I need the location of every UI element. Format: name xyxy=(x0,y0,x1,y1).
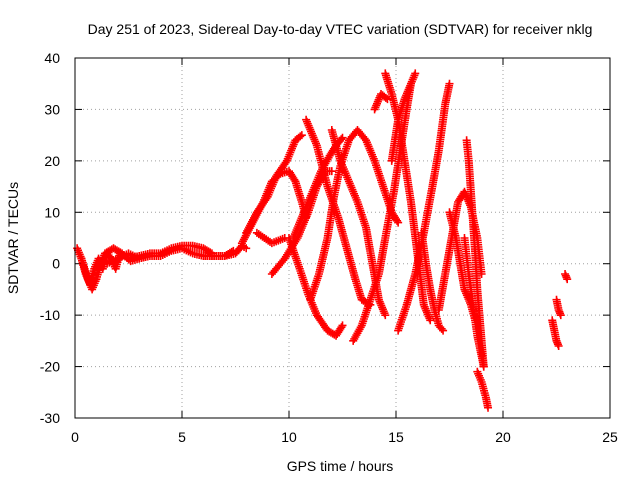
series-arc-19 xyxy=(417,228,448,335)
series-arc-4 xyxy=(199,246,238,260)
y-tick-label: 10 xyxy=(44,204,60,220)
data-point xyxy=(554,342,563,350)
data-point xyxy=(242,244,251,253)
data-point xyxy=(484,403,493,412)
y-axis-title: SDTVAR / TECUs xyxy=(5,182,21,294)
axis-ticks: 0 5 10 15 20 25 -30 -20 -10 0 10 20 30 40 xyxy=(40,50,618,445)
data-point xyxy=(337,135,346,144)
x-tick-label: 20 xyxy=(495,429,511,445)
data-point xyxy=(327,167,336,176)
data-point xyxy=(227,247,236,256)
data-point xyxy=(296,132,305,141)
data-point xyxy=(338,133,347,142)
data-point xyxy=(563,275,572,284)
y-tick-label: -20 xyxy=(40,359,60,375)
y-tick-label: 40 xyxy=(44,50,60,66)
series-arc-6 xyxy=(237,167,311,248)
x-tick-label: 15 xyxy=(388,429,404,445)
series-arc-25 xyxy=(548,316,563,350)
data-point xyxy=(383,95,392,104)
series-arc-18 xyxy=(394,79,454,335)
x-tick-label: 10 xyxy=(281,429,297,445)
data-point xyxy=(381,93,390,102)
data-point xyxy=(338,321,347,330)
data-point xyxy=(229,246,238,255)
y-tick-label: 30 xyxy=(44,101,60,117)
y-tick-label: 0 xyxy=(52,256,60,272)
series-arc-15 xyxy=(370,90,392,114)
series-arc-12 xyxy=(285,234,347,340)
series-arc-17 xyxy=(387,69,420,165)
plot-frame xyxy=(74,57,611,419)
series-arc-13 xyxy=(327,126,390,320)
data-point xyxy=(381,311,390,320)
data-point xyxy=(393,216,402,225)
y-tick-label: -10 xyxy=(40,307,60,323)
y-tick-label: 20 xyxy=(44,153,60,169)
y-tick-label: -30 xyxy=(40,410,60,426)
series-arc-27 xyxy=(561,270,572,284)
x-tick-label: 25 xyxy=(602,429,618,445)
series-arc-8 xyxy=(252,228,289,248)
data-point xyxy=(290,175,299,184)
data-point xyxy=(426,316,435,325)
data-point xyxy=(556,311,565,320)
data-point xyxy=(394,218,403,227)
x-tick-label: 0 xyxy=(71,429,79,445)
data-point xyxy=(439,326,448,335)
data-point xyxy=(297,131,306,140)
chart-title: Day 251 of 2023, Sidereal Day-to-day VTE… xyxy=(88,21,593,37)
data-point xyxy=(437,324,446,333)
x-tick-label: 5 xyxy=(178,429,186,445)
series-arc-23 xyxy=(460,234,488,371)
data-point xyxy=(337,323,346,332)
data-point xyxy=(445,79,454,88)
series-arc-24 xyxy=(473,367,493,412)
series-arc-26 xyxy=(552,295,565,320)
series-arc-11 xyxy=(302,115,375,309)
data-point xyxy=(411,69,420,78)
series-arc-22 xyxy=(462,136,488,371)
data-layer xyxy=(73,69,572,412)
x-axis-title: GPS time / hours xyxy=(287,458,394,474)
data-point xyxy=(479,362,488,371)
